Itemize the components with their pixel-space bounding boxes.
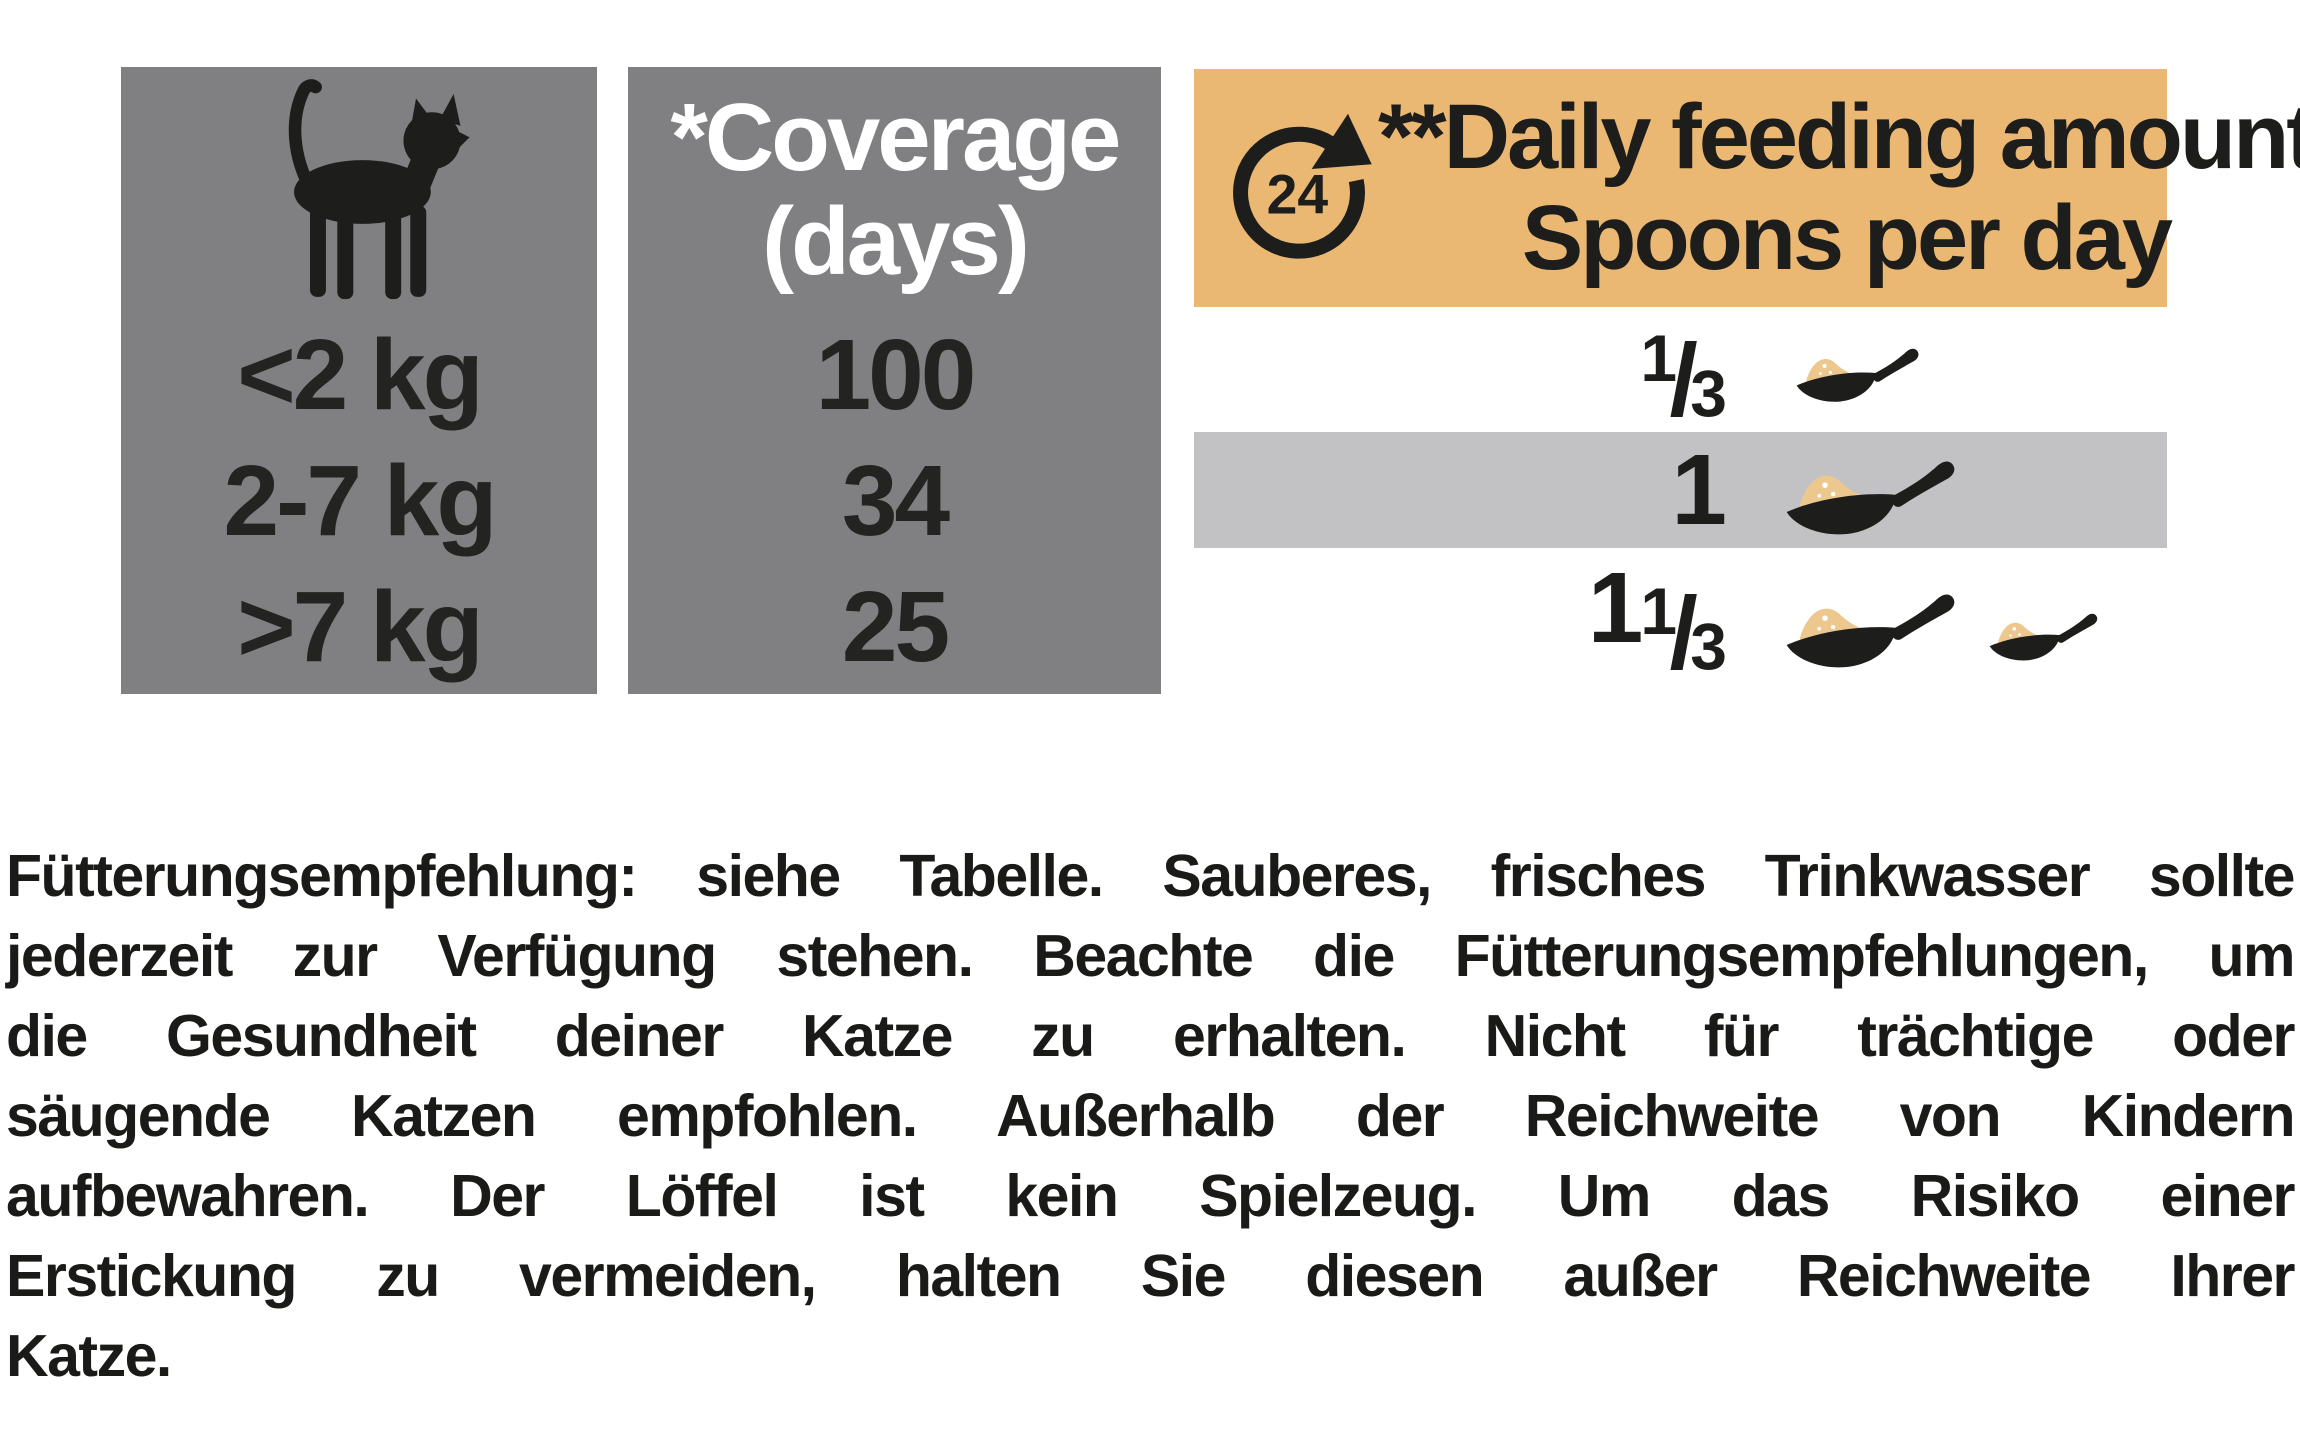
fraction-numerator: 1 [1640,574,1677,649]
spoon-icon-large [1786,594,1955,668]
weight-row-3: >7 kg [121,564,597,690]
fraction-denominator: 3 [1690,609,1727,684]
spoons-cell-row2 [1774,437,2167,543]
whole-number: 1 [1587,552,1644,664]
spoons-cell-row3 [1774,570,2167,676]
weight-row-2: 2-7 kg [121,438,597,564]
coverage-header-line1: *Coverage [670,83,1122,191]
daily-feeding-header: 24 **Daily feeding amount Spoons per day [1194,69,2300,307]
coverage-value-1: 100 [815,319,977,431]
spoon-icon-large [1786,461,1955,535]
fraction-numerator: 1 [1640,320,1677,395]
weight-row-1: <2 kg [121,312,597,438]
feeding-advisory-paragraph: Fütterungsempfehlung: siehe Tabelle. Sau… [0,836,2300,1396]
coverage-header-line2: (days) [762,187,1030,295]
advisory-line-6: Erstickung zu vermeiden, halten Sie dies… [6,1243,2296,1309]
coverage-value-3: 25 [841,571,950,683]
feeding-header-line1: **Daily feeding amount [1378,85,2300,188]
cat-icon [288,78,470,299]
feeding-row-under-2kg: 1/3 [1194,307,2167,432]
coverage-value-2: 34 [841,445,950,557]
coverage-row-1: 100 [628,312,1161,438]
24-label: 24 [1267,163,1329,225]
amount-one: 1 [1671,434,1727,546]
advisory-line-4: säugende Katzen empfohlen. Außerhalb der… [6,1083,2296,1149]
amount-one-and-third: 1 1/3 [1194,558,1774,688]
advisory-line-3: die Gesundheit deiner Katze zu erhalten.… [6,1003,2296,1069]
cat-icon-zone [121,67,597,312]
24-hours-icon: 24 [1233,113,1372,259]
weight-label-2: 2-7 kg [223,445,497,557]
weight-label-3: >7 kg [237,571,483,683]
feeding-header-text: **Daily feeding amount Spoons per day [1378,85,2300,289]
spoons-cell-row1 [1774,331,2167,408]
weight-label-1: <2 kg [237,319,483,431]
coverage-header: *Coverage (days) [628,67,1161,312]
spoon-icon-small-serving [1796,348,1919,402]
fraction-slash: / [1669,322,1698,437]
advisory-line-1: Fütterungsempfehlung: siehe Tabelle. Sau… [6,843,2296,909]
fraction-slash: / [1669,575,1698,690]
fraction-denominator: 3 [1690,356,1727,431]
feeding-row-over-7kg: 1 1/3 [1194,548,2167,698]
amount-one-third: 1/3 [1194,305,1774,435]
feeding-header-line2: Spoons per day [1521,187,2173,289]
spoon-icon-small [1989,613,2098,661]
advisory-line-5: aufbewahren. Der Löffel ist kein Spielze… [6,1163,2296,1229]
advisory-line-2: jederzeit zur Verfügung stehen. Beachte … [6,923,2296,989]
weight-table: <2 kg 2-7 kg >7 kg [121,67,597,694]
advisory-line-7: Katze. [6,1323,172,1389]
feeding-row-2-7kg: 1 [1194,432,2167,548]
coverage-table: *Coverage (days) 100 34 25 [628,67,1161,694]
coverage-row-2: 34 [628,438,1161,564]
coverage-row-3: 25 [628,564,1161,690]
